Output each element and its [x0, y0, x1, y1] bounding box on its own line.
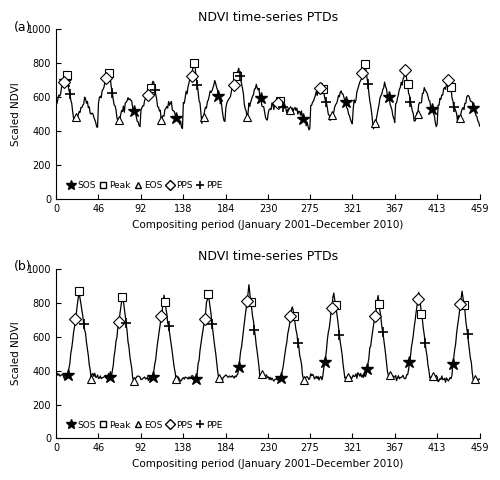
Legend: SOS, Peak, EOS, PPS, PPE: SOS, Peak, EOS, PPS, PPE: [65, 418, 226, 432]
Legend: SOS, Peak, EOS, PPS, PPE: SOS, Peak, EOS, PPS, PPE: [65, 179, 226, 193]
Y-axis label: Scaled NDVI: Scaled NDVI: [11, 83, 21, 146]
Title: NDVI time-series PTDs: NDVI time-series PTDs: [198, 11, 338, 24]
Text: (a): (a): [14, 21, 31, 34]
X-axis label: Compositing period (January 2001–December 2010): Compositing period (January 2001–Decembe…: [132, 219, 404, 229]
Text: (b): (b): [14, 260, 32, 273]
Y-axis label: Scaled NDVI: Scaled NDVI: [11, 322, 21, 385]
X-axis label: Compositing period (January 2001–December 2010): Compositing period (January 2001–Decembe…: [132, 459, 404, 469]
Title: NDVI time-series PTDs: NDVI time-series PTDs: [198, 251, 338, 264]
